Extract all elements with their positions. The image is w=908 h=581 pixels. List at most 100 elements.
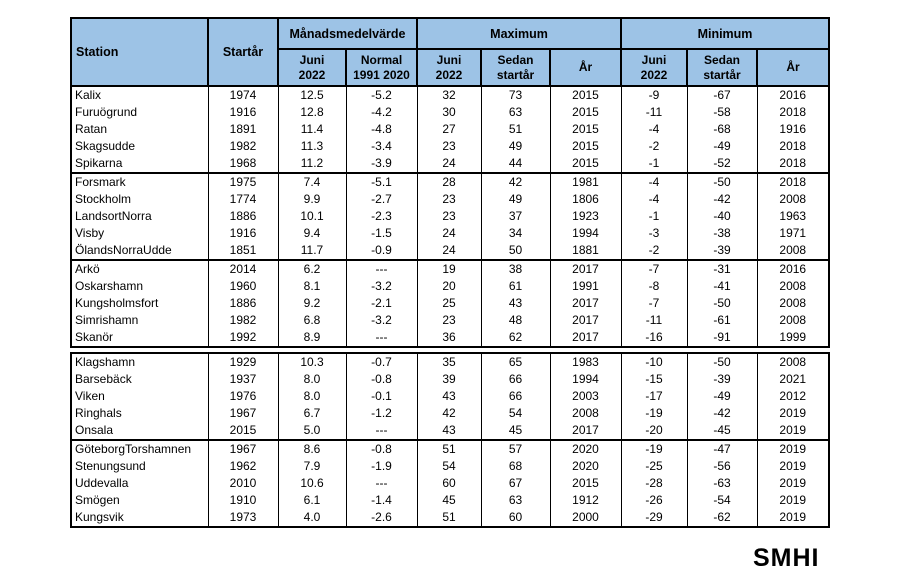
value-cell: 2008 [756, 278, 830, 295]
table-row: Kalix 1974 12.5 -5.2 32 73 2015 -9 -67 2016 [70, 86, 830, 104]
value-cell: 1999 [756, 329, 830, 347]
value-cell: 1774 [207, 191, 279, 208]
table-row: Stockholm 1774 9.9 -2.7 23 49 1806 -4 -42 2008 [70, 191, 830, 208]
station-cell: Stenungsund [70, 458, 209, 475]
value-cell: -25 [620, 458, 688, 475]
value-cell: 1967 [207, 405, 279, 422]
value-cell: 2018 [756, 138, 830, 155]
value-cell: 2008 [549, 405, 622, 422]
value-cell: 34 [480, 225, 551, 242]
value-cell: -3.2 [345, 312, 418, 329]
value-cell: 1975 [207, 173, 279, 191]
value-cell: 49 [480, 138, 551, 155]
value-cell: -0.8 [345, 440, 418, 458]
table-row: GöteborgTorshamnen 1967 8.6 -0.8 51 57 2020 -19… [70, 440, 830, 458]
smhi-logo: SMHI [753, 544, 820, 572]
station-cell: Oskarshamn [70, 278, 209, 295]
value-cell: 2008 [756, 242, 830, 260]
value-cell: 68 [480, 458, 551, 475]
value-cell: 28 [416, 173, 482, 191]
station-cell: Barsebäck [70, 371, 209, 388]
value-cell: 60 [480, 509, 551, 527]
station-cell: Ratan [70, 121, 209, 138]
value-cell: 1992 [207, 329, 279, 347]
table-row: Ringhals 1967 6.7 -1.2 42 54 2008 -19 -42 2019 [70, 405, 830, 422]
station-cell: Skagsudde [70, 138, 209, 155]
station-cell: Kungsholmsfort [70, 295, 209, 312]
value-cell: 1994 [549, 371, 622, 388]
value-cell: 11.2 [277, 155, 347, 173]
value-cell: 45 [416, 492, 482, 509]
value-cell: 19 [416, 260, 482, 278]
value-cell: -31 [686, 260, 758, 278]
value-cell: 6.8 [277, 312, 347, 329]
value-cell: 2020 [549, 458, 622, 475]
value-cell: -62 [686, 509, 758, 527]
data-table-block-2: Klagshamn 1929 10.3 -0.7 35 65 1983 -10 -50 2008 B… [70, 352, 830, 528]
value-cell: --- [345, 475, 418, 492]
table-row: Furuögrund 1916 12.8 -4.2 30 63 2015 -11 -58 2018 [70, 104, 830, 121]
value-cell: 62 [480, 329, 551, 347]
value-cell: -7 [620, 295, 688, 312]
col-group-monthly-mean: Månadsmedelvärde [277, 17, 418, 50]
value-cell: -15 [620, 371, 688, 388]
value-cell: -9 [620, 86, 688, 104]
value-cell: 50 [480, 242, 551, 260]
station-cell: Stockholm [70, 191, 209, 208]
table-row: Skanör 1992 8.9 --- 36 62 2017 -16 -91 1999 [70, 329, 830, 347]
station-cell: Ringhals [70, 405, 209, 422]
value-cell: -8 [620, 278, 688, 295]
station-cell: Viken [70, 388, 209, 405]
station-cell: Arkö [70, 260, 209, 278]
value-cell: 1976 [207, 388, 279, 405]
value-cell: 1916 [207, 225, 279, 242]
value-cell: 2008 [756, 295, 830, 312]
value-cell: 2015 [549, 155, 622, 173]
value-cell: 9.9 [277, 191, 347, 208]
value-cell: 65 [480, 353, 551, 371]
value-cell: 2019 [756, 440, 830, 458]
value-cell: -4 [620, 191, 688, 208]
value-cell: -42 [686, 405, 758, 422]
value-cell: 43 [416, 388, 482, 405]
value-cell: 1971 [756, 225, 830, 242]
value-cell: 23 [416, 191, 482, 208]
value-cell: 23 [416, 208, 482, 225]
value-cell: -3 [620, 225, 688, 242]
value-cell: -1.2 [345, 405, 418, 422]
value-cell: 73 [480, 86, 551, 104]
value-cell: 51 [416, 509, 482, 527]
station-group: Kalix 1974 12.5 -5.2 32 73 2015 -9 -67 2016 Furuög… [70, 86, 830, 173]
value-cell: 1891 [207, 121, 279, 138]
value-cell: 2008 [756, 312, 830, 329]
value-cell: 45 [480, 422, 551, 440]
value-cell: 1916 [756, 121, 830, 138]
col-group-maximum: Maximum [416, 17, 622, 50]
table-row: ÖlandsNorraUdde 1851 11.7 -0.9 24 50 1881 -2 -39… [70, 242, 830, 260]
value-cell: 8.0 [277, 371, 347, 388]
value-cell: 8.6 [277, 440, 347, 458]
table-row: Kungsvik 1973 4.0 -2.6 51 60 2000 -29 -62 2019 [70, 509, 830, 527]
col-header-station: Station [70, 17, 209, 87]
value-cell: 42 [416, 405, 482, 422]
value-cell: 1851 [207, 242, 279, 260]
value-cell: 2014 [207, 260, 279, 278]
value-cell: 1967 [207, 440, 279, 458]
value-cell: -1.4 [345, 492, 418, 509]
value-cell: 2021 [756, 371, 830, 388]
value-cell: 60 [416, 475, 482, 492]
value-cell: 2010 [207, 475, 279, 492]
table-row: Stenungsund 1962 7.9 -1.9 54 68 2020 -25 -56 2019 [70, 458, 830, 475]
col-header-min-june-2022: Juni 2022 [620, 48, 688, 87]
station-cell: Kungsvik [70, 509, 209, 527]
station-cell: Onsala [70, 422, 209, 440]
value-cell: -49 [686, 138, 758, 155]
value-cell: 2017 [549, 295, 622, 312]
value-cell: 6.2 [277, 260, 347, 278]
col-header-mean-june-2022: Juni 2022 [277, 48, 347, 87]
value-cell: 12.5 [277, 86, 347, 104]
value-cell: 57 [480, 440, 551, 458]
value-cell: 1937 [207, 371, 279, 388]
table-row: Onsala 2015 5.0 --- 43 45 2017 -20 -45 2019 [70, 422, 830, 440]
value-cell: 2020 [549, 440, 622, 458]
